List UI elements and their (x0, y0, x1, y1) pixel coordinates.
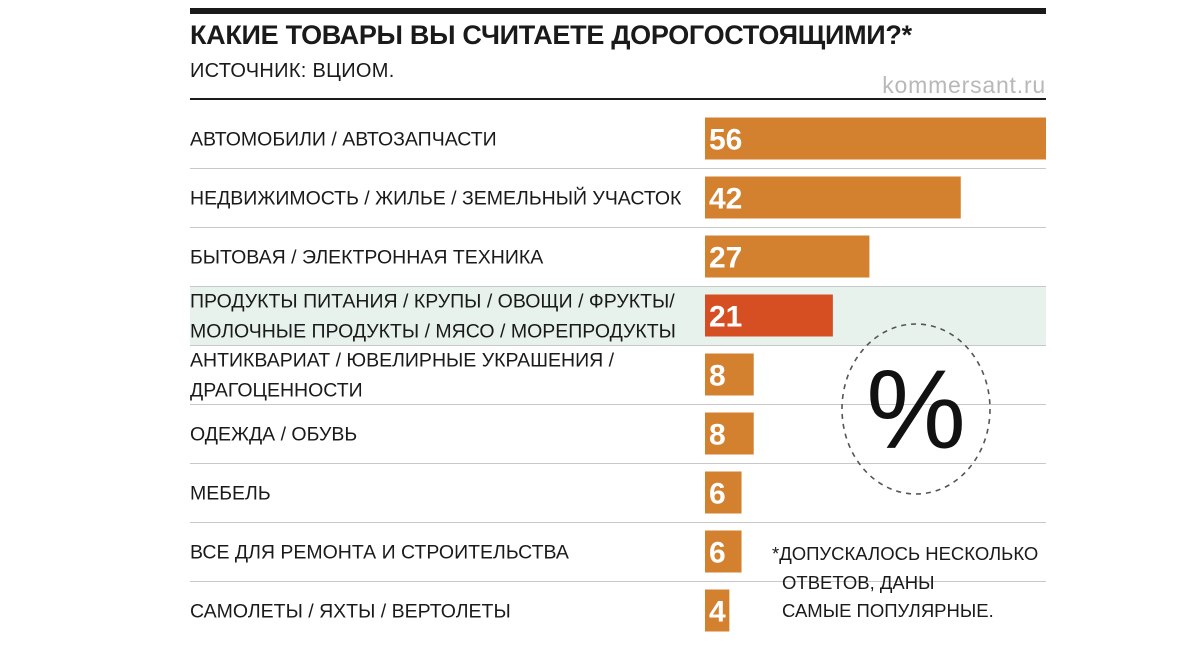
category-label: ВСЕ ДЛЯ РЕМОНТА И СТРОИТЕЛЬСТВА (190, 542, 569, 564)
bar (705, 412, 754, 455)
category-label: ДРАГОЦЕННОСТИ (190, 380, 363, 402)
category-label: САМОЛЕТЫ / ЯХТЫ / ВЕРТОЛЕТЫ (190, 601, 511, 623)
footnote-line: ОТВЕТОВ, ДАНЫ (782, 571, 935, 593)
footnote-line: САМЫЕ ПОПУЛЯРНЫЕ. (782, 600, 994, 621)
value-label: 6 (709, 537, 726, 570)
site-credit: kommersant.ru (882, 72, 1046, 98)
bar (705, 530, 742, 573)
percent-badge: % (841, 323, 991, 495)
value-label: 6 (709, 478, 726, 511)
category-label: АВТОМОБИЛИ / АВТОЗАПЧАСТИ (190, 129, 497, 151)
category-label: ОДЕЖДА / ОБУВЬ (190, 424, 357, 446)
bar (705, 294, 833, 337)
value-label: 4 (709, 596, 726, 629)
bar (705, 353, 754, 396)
percent-badge-circle (841, 323, 991, 495)
bar (705, 589, 730, 632)
percent-sign: % (866, 347, 966, 472)
category-label: АНТИКВАРИАТ / ЮВЕЛИРНЫЕ УКРАШЕНИЯ / (190, 350, 615, 372)
value-label: 8 (709, 360, 726, 393)
row-highlight (190, 287, 1046, 345)
category-label: БЫТОВАЯ / ЭЛЕКТРОННАЯ ТЕХНИКА (190, 247, 543, 269)
chart-source: ИСТОЧНИК: ВЦИОМ. (190, 60, 395, 82)
bar (705, 471, 742, 514)
value-label: 21 (709, 301, 742, 334)
top-rule (190, 8, 1046, 14)
footnote-line: *ДОПУСКАЛОСЬ НЕСКОЛЬКО (772, 543, 1039, 564)
value-label: 56 (709, 124, 742, 157)
value-label: 8 (709, 419, 726, 452)
value-label: 27 (709, 242, 742, 275)
footnote: *ДОПУСКАЛОСЬ НЕСКОЛЬКО ОТВЕТОВ, ДАНЫ САМ… (772, 540, 1038, 626)
bar (705, 117, 1046, 160)
bar (705, 235, 870, 278)
category-label: МЕБЕЛЬ (190, 483, 271, 505)
category-label: МОЛОЧНЫЕ ПРОДУКТЫ / МЯСО / МОРЕПРОДУКТЫ (190, 321, 676, 343)
category-label: НЕДВИЖИМОСТЬ / ЖИЛЬЕ / ЗЕМЕЛЬНЫЙ УЧАСТОК (190, 186, 682, 210)
value-label: 42 (709, 183, 742, 216)
category-label: ПРОДУКТЫ ПИТАНИЯ / КРУПЫ / ОВОЩИ / ФРУКТ… (190, 291, 675, 313)
header-rule (190, 98, 1046, 100)
bar (705, 176, 961, 219)
chart-title: КАКИЕ ТОВАРЫ ВЫ СЧИТАЕТЕ ДОРОГОСТОЯЩИМИ?… (190, 20, 912, 50)
